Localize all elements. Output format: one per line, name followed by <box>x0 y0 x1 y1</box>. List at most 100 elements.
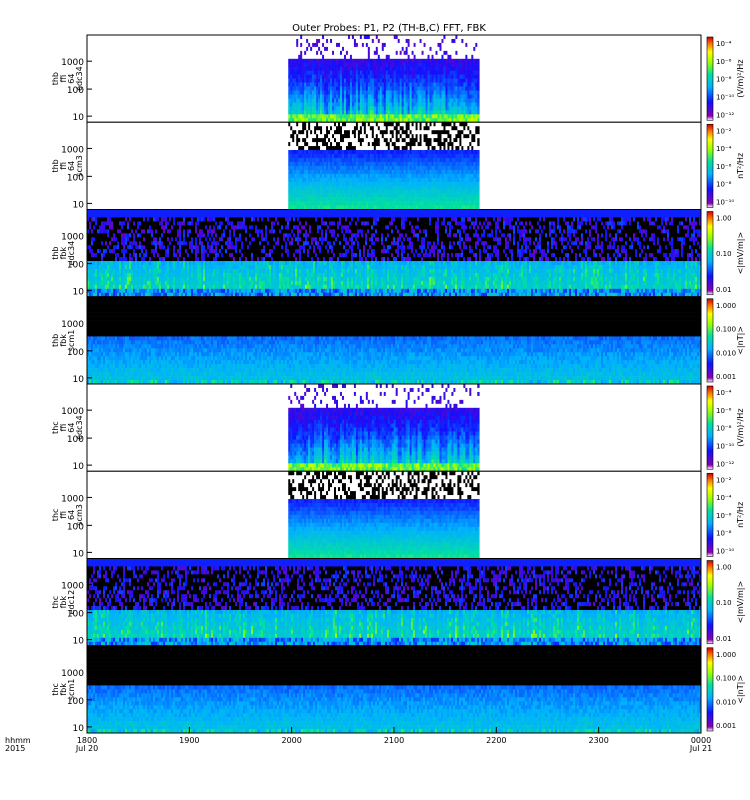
spectrogram-cell <box>316 122 319 127</box>
spectrogram-cell <box>471 70 474 75</box>
spectrogram-cell <box>308 90 311 95</box>
spectrogram-cell <box>443 169 446 175</box>
spectrogram-cell <box>310 35 313 40</box>
spectrogram-cell <box>375 106 379 111</box>
spectrogram-cell <box>306 142 309 147</box>
spectrogram-cell <box>437 146 440 151</box>
spectrogram-cell <box>87 265 90 270</box>
spectrogram-cell <box>135 276 138 282</box>
spectrogram-cell <box>423 38 426 44</box>
spectrogram-cell <box>324 42 327 48</box>
spectrogram-cell <box>443 98 446 103</box>
spectrogram-cell <box>103 241 106 246</box>
spectrogram-cell <box>387 42 391 48</box>
spectrogram-cell <box>461 66 464 71</box>
spectrogram-cell <box>421 35 424 40</box>
spectrogram-cell <box>393 98 397 103</box>
spectrogram-cell <box>407 66 410 71</box>
spectrogram-cell <box>437 66 440 71</box>
spectrogram-cell <box>316 165 319 171</box>
spectrogram-cell <box>338 98 341 103</box>
spectrogram-cell <box>334 146 337 151</box>
spectrogram-cell <box>423 50 426 56</box>
spectrogram-cell <box>417 185 420 190</box>
spectrogram-cell <box>332 138 335 143</box>
spectrogram-cell <box>421 118 424 123</box>
spectrogram-cell <box>397 181 400 187</box>
spectrogram-cell <box>363 106 367 111</box>
spectrogram-cell <box>427 114 430 119</box>
spectrogram-cell <box>411 142 414 147</box>
spectrogram-cell <box>304 169 307 175</box>
spectrogram-cell <box>429 197 432 202</box>
spectrogram-cell <box>377 173 381 179</box>
spectrogram-cell <box>361 66 365 71</box>
spectrogram-cell <box>367 42 371 48</box>
spectrogram-cell <box>355 165 359 171</box>
spectrogram-cell <box>359 153 363 159</box>
spectrogram-cell <box>139 280 142 286</box>
spectrogram-cell <box>435 197 438 202</box>
spectrogram-cell <box>407 70 410 75</box>
spectrogram-cell <box>316 193 319 198</box>
spectrogram-cell <box>97 292 100 298</box>
spectrogram-cell <box>336 38 339 44</box>
spectrogram-cell <box>449 78 452 83</box>
spectrogram-cell <box>411 177 414 183</box>
spectrogram-cell <box>316 177 319 183</box>
spectrogram-cell <box>316 106 319 111</box>
spectrogram-cell <box>467 150 470 155</box>
spectrogram-cell <box>443 54 446 60</box>
spectrogram-cell <box>363 142 367 147</box>
spectrogram-cell <box>341 62 345 68</box>
spectrogram-cell <box>306 205 309 210</box>
spectrogram-cell <box>383 90 387 95</box>
spectrogram-cell <box>300 66 303 71</box>
spectrogram-cell <box>393 106 397 111</box>
spectrogram-cell <box>95 241 98 246</box>
spectrogram-cell <box>385 86 389 91</box>
spectrogram-cell <box>101 237 104 242</box>
spectrogram-cell <box>359 70 363 75</box>
spectrogram-cell <box>290 169 293 175</box>
spectrogram-cell <box>451 46 454 52</box>
spectrogram-cell <box>461 165 464 171</box>
spectrogram-cell <box>465 35 468 40</box>
spectrogram-cell <box>379 98 383 103</box>
spectrogram-cell <box>441 35 444 40</box>
spectrogram-cell <box>395 126 398 131</box>
spectrogram-cell <box>320 138 323 143</box>
spectrogram-cell <box>308 177 311 183</box>
spectrogram-cell <box>93 245 96 250</box>
spectrogram-cell <box>429 130 432 135</box>
spectrogram-cell <box>135 249 138 254</box>
spectrogram-cell <box>345 46 349 52</box>
spectrogram-cell <box>403 54 406 60</box>
spectrogram-cell <box>125 268 128 274</box>
spectrogram-cell <box>461 122 464 127</box>
spectrogram-cell <box>427 38 430 44</box>
spectrogram-cell <box>332 177 335 183</box>
spectrogram-cell <box>361 35 365 40</box>
spectrogram-cell <box>336 165 339 171</box>
spectrogram-cell <box>427 134 430 139</box>
spectrogram-cell <box>477 138 480 143</box>
spectrogram-cell <box>149 280 152 286</box>
spectrogram-cell <box>379 134 383 139</box>
spectrogram-cell <box>143 280 146 286</box>
panel-label-line: edc34 <box>75 66 84 91</box>
spectrogram-cell <box>318 86 321 91</box>
spectrogram-cell <box>385 201 389 206</box>
spectrogram-cell <box>403 98 406 103</box>
spectrogram-cell <box>147 225 150 230</box>
spectrogram-cell <box>405 35 408 40</box>
spectrogram-cell <box>415 193 418 198</box>
spectrogram-cell <box>296 181 299 187</box>
spectrogram-cell <box>139 217 142 222</box>
spectrogram-cell <box>367 58 371 64</box>
spectrogram-cell <box>391 165 395 171</box>
spectrogram-cell <box>443 78 446 83</box>
spectrogram-cell <box>457 134 460 139</box>
spectrogram-cell <box>290 165 293 171</box>
spectrogram-cell <box>357 142 361 147</box>
